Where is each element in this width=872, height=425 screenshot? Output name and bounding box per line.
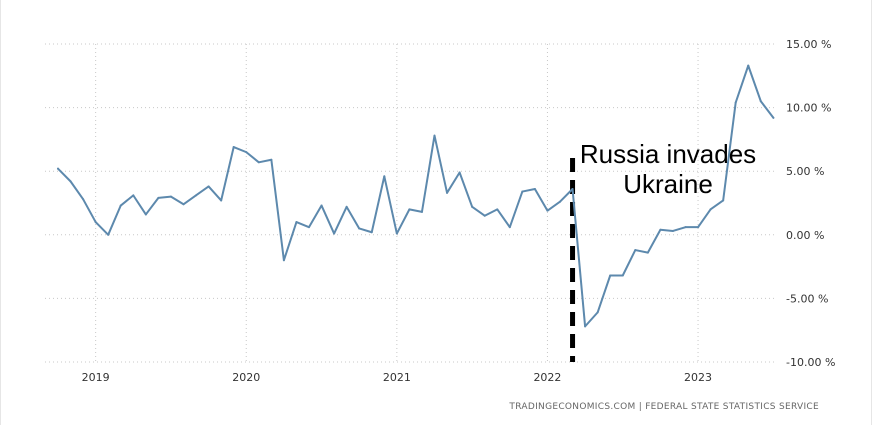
data-point — [747, 64, 750, 67]
y-tick-label: 0.00 % — [786, 229, 824, 242]
data-point — [483, 214, 486, 217]
y-tick-label: -5.00 % — [786, 292, 828, 305]
data-point — [734, 101, 737, 104]
data-point — [245, 151, 248, 154]
data-point — [697, 226, 700, 229]
data-point — [722, 199, 725, 202]
data-point — [182, 203, 185, 206]
annotation-line-1: Russia invades — [580, 139, 756, 169]
annotation-line-2: Ukraine — [623, 169, 713, 199]
data-point — [358, 227, 361, 230]
data-point — [609, 274, 612, 277]
data-point — [157, 196, 160, 199]
x-tick-label: 2020 — [232, 371, 260, 384]
data-point — [195, 194, 198, 197]
data-point — [634, 249, 637, 252]
data-point — [132, 194, 135, 197]
data-point — [546, 209, 549, 212]
data-point — [370, 231, 373, 234]
data-point — [408, 208, 411, 211]
series-line — [57, 64, 775, 328]
x-tick-label: 2023 — [684, 371, 712, 384]
data-point — [584, 325, 587, 328]
y-tick-label: 15.00 % — [786, 38, 831, 51]
x-tick-label: 2019 — [82, 371, 110, 384]
data-point — [596, 311, 599, 314]
data-point — [383, 175, 386, 178]
y-axis-tick-labels: 15.00 % 10.00 % 5.00 % 0.00 % -5.00 % -10.00 … — [786, 38, 835, 369]
vertical-gridlines — [95, 44, 699, 362]
data-point — [270, 158, 273, 161]
data-point — [295, 221, 298, 224]
data-point — [169, 195, 172, 198]
series-lines — [57, 64, 775, 328]
y-tick-label: -10.00 % — [786, 356, 835, 369]
data-point — [107, 233, 110, 236]
data-point — [471, 205, 474, 208]
data-point — [144, 213, 147, 216]
data-point — [308, 226, 310, 229]
data-point — [232, 146, 235, 149]
data-point — [659, 228, 662, 231]
y-tick-label: 5.00 % — [786, 165, 824, 178]
data-point — [759, 100, 762, 103]
data-point — [684, 226, 687, 229]
data-point — [559, 200, 561, 203]
data-point — [433, 134, 436, 137]
data-point — [82, 198, 85, 201]
data-point — [119, 204, 122, 207]
data-point — [94, 221, 97, 224]
data-point — [69, 180, 72, 183]
data-point — [496, 208, 499, 211]
x-tick-label: 2021 — [383, 371, 411, 384]
data-points — [57, 64, 775, 328]
data-point — [458, 171, 461, 174]
data-point — [521, 190, 524, 193]
data-point — [320, 204, 323, 207]
x-axis-tick-labels: 2019 2020 2021 2022 2023 — [82, 371, 712, 384]
data-point — [571, 188, 574, 191]
data-point — [395, 232, 398, 235]
data-point — [671, 229, 674, 232]
data-point — [533, 188, 536, 191]
data-point — [420, 210, 423, 213]
data-point — [646, 251, 649, 254]
data-point — [282, 259, 285, 262]
data-point — [333, 232, 336, 235]
x-tick-label: 2022 — [533, 371, 561, 384]
data-point — [257, 161, 260, 164]
data-point — [508, 226, 511, 229]
data-point — [57, 167, 59, 170]
source-credit: TRADINGECONOMICS.COM | FEDERAL STATE STA… — [508, 402, 819, 412]
data-point — [446, 191, 449, 194]
data-point — [621, 274, 624, 277]
data-point — [207, 185, 210, 188]
data-point — [772, 116, 775, 119]
data-point — [345, 205, 348, 208]
data-point — [709, 208, 712, 211]
y-tick-label: 10.00 % — [786, 102, 831, 115]
data-point — [220, 199, 223, 202]
